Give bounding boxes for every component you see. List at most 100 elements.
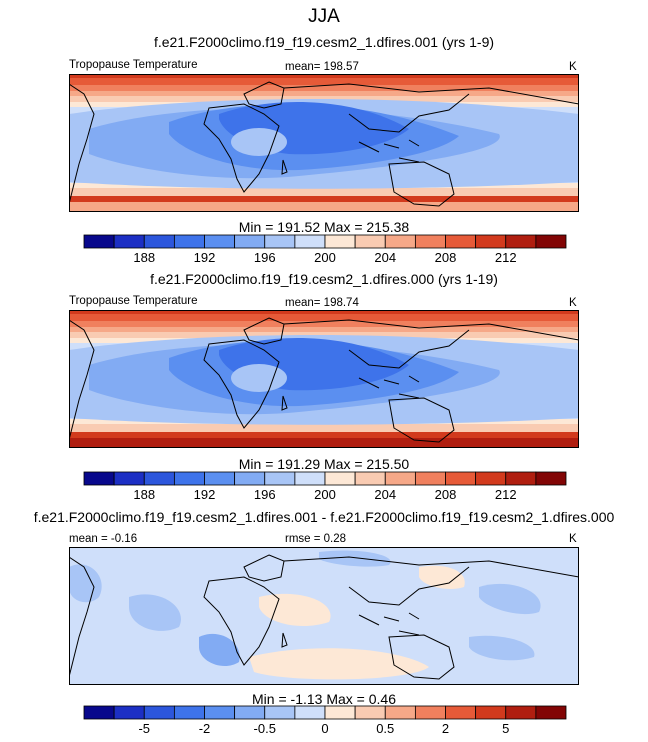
- colorbar-box: [234, 705, 266, 720]
- colorbar-box: [475, 234, 507, 249]
- panel-3-units-label: K: [569, 533, 577, 545]
- colorbar-box: [505, 471, 537, 486]
- panel-3-blob: [249, 648, 429, 680]
- colorbar-box: [204, 234, 236, 249]
- panel-1-variable-label: Tropopause Temperature: [69, 59, 198, 71]
- panel-1-contour-fill: [69, 74, 579, 212]
- colorbar-box: [354, 471, 386, 486]
- coastline-africa: [203, 103, 280, 193]
- panel-3-blob: [479, 583, 541, 615]
- colorbar-2: 188 192 196 200 204 208 212: [83, 471, 567, 502]
- colorbar-box: [475, 705, 507, 720]
- coastline-australia: [388, 634, 455, 680]
- panel-1-coastlines: [69, 81, 579, 207]
- panel-1-units-label: K: [569, 61, 577, 73]
- panel-1-mean-label: mean= 198.57: [285, 61, 359, 73]
- panel-1-map: [69, 74, 579, 212]
- coastline-asia: [283, 319, 579, 369]
- coastline-indonesia: [358, 139, 420, 163]
- colorbar-box: [475, 471, 507, 486]
- colorbar-box: [234, 234, 266, 249]
- colorbar-box: [535, 471, 567, 486]
- colorbar-box: [264, 471, 296, 486]
- coastline-americas: [69, 556, 95, 678]
- colorbar-box: [204, 705, 236, 720]
- panel-3-coastlines: [69, 554, 579, 680]
- colorbar-box: [505, 705, 537, 720]
- colorbar-box: [535, 234, 567, 249]
- colorbar-box: [354, 705, 386, 720]
- panel-3-min-max: Min = -1.13 Max = 0.46: [252, 691, 396, 707]
- coastline-indonesia: [358, 375, 420, 399]
- colorbar-tick-label: 208: [435, 250, 457, 265]
- colorbar-box: [83, 471, 115, 486]
- colorbar-tick-label: -5: [138, 721, 150, 736]
- panel-1-frame: [69, 74, 579, 212]
- colorbar-box: [173, 471, 205, 486]
- panel-3-blob: [419, 565, 465, 589]
- panel-2-coastlines: [69, 317, 579, 443]
- figure-title: JJA: [308, 6, 340, 27]
- colorbar-tick-label: -2: [199, 721, 211, 736]
- colorbar-box: [354, 234, 386, 249]
- colorbar-tick-label: 208: [435, 487, 457, 502]
- colorbar-box: [324, 471, 356, 486]
- panel-3-blob: [199, 633, 240, 667]
- colorbar-tick-label: 5: [502, 721, 509, 736]
- panel-3-mean-label: mean = -0.16: [69, 533, 138, 545]
- colorbar-box: [113, 234, 145, 249]
- coastline-indonesia: [358, 612, 420, 636]
- colorbar-box: [294, 234, 326, 249]
- colorbar-tick-label: 196: [254, 487, 276, 502]
- colorbar-box: [234, 471, 266, 486]
- panel-2-band: [69, 321, 579, 331]
- panel-1-min-max: Min = 191.52 Max = 215.38: [238, 219, 410, 235]
- colorbar-tick-label: 0: [321, 721, 328, 736]
- panel-2-band: [69, 438, 579, 448]
- colorbar-box: [83, 705, 115, 720]
- colorbar-box: [173, 705, 205, 720]
- colorbar-tick-label: 2: [442, 721, 449, 736]
- colorbar-box: [294, 471, 326, 486]
- panel-3-blob: [319, 550, 391, 567]
- coastline-americas: [69, 319, 95, 441]
- colorbar-box: [264, 234, 296, 249]
- coastline-asia: [283, 83, 579, 133]
- colorbar-box: [445, 471, 477, 486]
- colorbar-tick-label: 212: [495, 250, 517, 265]
- panel-2-contour: [231, 364, 287, 392]
- panel-2-min-max: Min = 191.29 Max = 215.50: [238, 456, 410, 472]
- colorbar-tick-label: 196: [254, 250, 276, 265]
- colorbar-box: [445, 234, 477, 249]
- panel-3-subtitle: f.e21.F2000climo.f19_f19.cesm2_1.dfires.…: [33, 509, 615, 525]
- colorbar-box: [324, 705, 356, 720]
- panel-2-mean-label: mean= 198.74: [285, 297, 359, 309]
- colorbar-box: [384, 234, 416, 249]
- colorbar-box: [445, 705, 477, 720]
- coastline-australia: [388, 161, 455, 207]
- colorbar-tick-label: 200: [314, 487, 336, 502]
- panel-3-map: [69, 547, 579, 685]
- colorbar-box: [384, 705, 416, 720]
- colorbar-tick-label: 204: [374, 487, 396, 502]
- colorbar-box: [204, 471, 236, 486]
- coastline-americas: [69, 83, 95, 205]
- colorbar-box: [113, 705, 145, 720]
- colorbar-tick-label: -0.5: [254, 721, 276, 736]
- coastline-asia: [283, 556, 579, 606]
- colorbar-box: [264, 705, 296, 720]
- colorbar-box: [113, 471, 145, 486]
- colorbar-tick-label: 188: [133, 250, 155, 265]
- colorbar-box: [294, 705, 326, 720]
- colorbar-tick-label: 0.5: [376, 721, 394, 736]
- panel-3-blob: [469, 635, 535, 661]
- panel-3-blob: [129, 594, 181, 631]
- colorbar-box: [384, 471, 416, 486]
- coastline-africa: [203, 339, 280, 429]
- coastline-africa: [203, 576, 280, 666]
- panel-3-blob: [69, 564, 102, 603]
- coastline-madagascar: [281, 632, 288, 648]
- panel-2-variable-label: Tropopause Temperature: [69, 295, 198, 307]
- panel-1-band: [69, 202, 579, 212]
- panel-1-contour: [231, 128, 287, 156]
